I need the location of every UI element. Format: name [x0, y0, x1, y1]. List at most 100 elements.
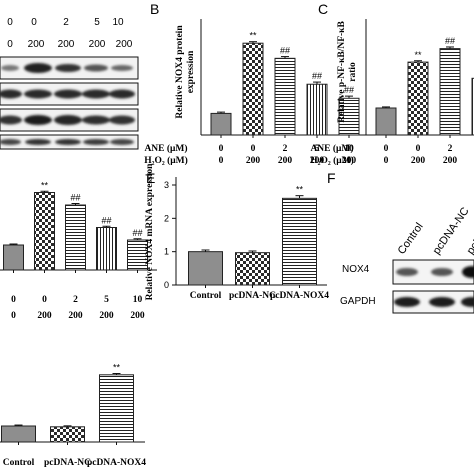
x-row1-label: 0: [219, 144, 224, 154]
significance-label: ##: [312, 71, 322, 81]
x-category-label: pcDNA-NC: [229, 291, 276, 301]
x-category-label: pcDNA-NOX4: [87, 458, 146, 468]
blot-a-header-1-lane-5: 10: [112, 17, 124, 28]
bar: [375, 107, 397, 136]
blot-a-band: [24, 89, 52, 99]
blot-f-row-label-nox4: NOX4: [342, 264, 370, 275]
bar: [1, 425, 36, 443]
blot-a-band: [84, 64, 108, 72]
bar: [99, 374, 134, 443]
x-row1-label: 5: [104, 295, 109, 305]
y-tick-label: 1: [164, 247, 169, 257]
x-row2-header: H₂O₂ (μM): [310, 155, 354, 166]
x-row1-label: 2: [73, 295, 78, 305]
blot-a-header-1-lane-1: 0: [7, 17, 13, 28]
significance-label: **: [249, 31, 257, 41]
blot-a-band: [24, 115, 52, 125]
blot-a-band: [1, 65, 19, 71]
x-row1-label: 0: [251, 144, 256, 154]
blot-f-band: [429, 297, 455, 307]
bar-chart-b: [200, 19, 369, 138]
blot-f-band: [462, 266, 474, 278]
bar: [306, 83, 328, 136]
blot-f-band: [394, 297, 420, 307]
x-row1-label: 0: [11, 295, 16, 305]
x-row2-header: H₂O₂ (μM): [144, 155, 188, 166]
bar: [274, 57, 296, 136]
panel-letter-e: E: [146, 170, 155, 186]
bar: [96, 227, 117, 271]
bar: [210, 112, 232, 136]
bar: [188, 251, 223, 286]
significance-label: ##: [70, 193, 80, 203]
y-axis-label: ratio: [348, 62, 358, 82]
blot-a-band: [55, 139, 81, 145]
y-axis-label: Relative NOX4 mRNA expression: [145, 163, 155, 300]
x-category-label: Control: [190, 291, 222, 301]
blot-f-band: [461, 297, 474, 307]
bar: [407, 61, 429, 136]
x-row1-label: 10: [344, 144, 354, 154]
charts-layer: Relative NOX4 protein expression00**0200#…: [0, 19, 474, 468]
y-tick-label: 2: [164, 213, 169, 223]
x-row2-label: 200: [37, 311, 52, 321]
panel-letter-c: C: [318, 1, 328, 17]
x-row2-label: 0: [11, 311, 16, 321]
blot-a-header-1-lane-2: 0: [31, 17, 37, 28]
blot-a-band: [0, 115, 22, 125]
x-row1-label: 2: [283, 144, 288, 154]
x-row1-label: 0: [384, 144, 389, 154]
x-row2-label: 200: [68, 311, 83, 321]
x-row2-label: 200: [342, 156, 357, 166]
blot-f-lane-label: Control: [396, 221, 426, 257]
x-row2-label: 200: [443, 156, 458, 166]
x-row1-header: ANE (μM): [310, 143, 353, 154]
x-category-label: pcDNA-NOX4: [270, 291, 329, 301]
blot-a-band: [111, 65, 133, 71]
blot-a-header-1-lane-3: 2: [63, 17, 69, 28]
blot-a-band: [24, 63, 52, 73]
y-axis-label: Relative NOX4 protein: [175, 25, 185, 119]
x-row2-label: 200: [310, 156, 325, 166]
bar: [235, 252, 270, 286]
x-row1-label: 5: [315, 144, 320, 154]
x-row1-label: 10: [133, 295, 143, 305]
x-category-label: Control: [3, 458, 35, 468]
x-row1-label: 0: [42, 295, 47, 305]
y-tick-label: 3: [164, 180, 169, 190]
y-axis-label: Relative p-NF-κB/NF-κB: [337, 21, 347, 123]
x-row2-label: 200: [278, 156, 293, 166]
significance-label: **: [414, 50, 422, 60]
blot-a-band: [110, 139, 134, 145]
significance-label: ##: [344, 85, 354, 95]
x-row1-label: 0: [416, 144, 421, 154]
blot-a-header-2-lane-1: 0: [7, 39, 13, 50]
x-row2-label: 200: [99, 311, 114, 321]
x-row1-label: 2: [448, 144, 453, 154]
bar-chart-e: [172, 177, 327, 288]
bar: [282, 197, 317, 286]
blot-a-band: [0, 139, 21, 145]
significance-label: ##: [101, 215, 111, 225]
blot-a-band: [109, 89, 135, 99]
significance-label: ##: [132, 228, 142, 238]
bar-chart-d: [0, 190, 157, 273]
x-row2-label: 0: [219, 156, 224, 166]
western-blot-f: Control pcDNA-NC pcDNA-NOX4 NOX4 GAPDH: [340, 194, 474, 314]
blot-a-band: [54, 115, 82, 125]
significance-label: ##: [280, 46, 290, 56]
significance-label: **: [296, 185, 304, 195]
y-tick-label: 0: [164, 280, 169, 290]
blot-a-band: [0, 89, 22, 99]
blot-a-band: [82, 115, 110, 125]
x-category-label: pcDNA-NC: [44, 458, 91, 468]
significance-label: ##: [445, 36, 455, 46]
x-row2-label: 0: [384, 156, 389, 166]
blot-f-row-label-gapdh: GAPDH: [340, 296, 376, 307]
significance-label: **: [41, 180, 49, 190]
significance-label: **: [113, 363, 121, 373]
blot-a-band: [54, 89, 82, 99]
bar-chart-c: [365, 19, 474, 138]
blot-a-header-1-lane-4: 5: [94, 17, 100, 28]
